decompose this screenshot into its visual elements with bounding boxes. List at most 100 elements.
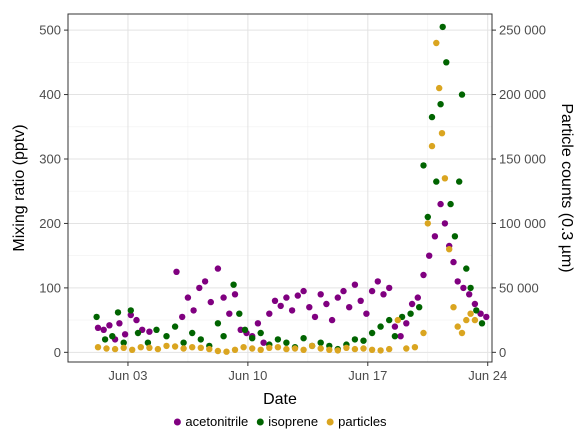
point-particles: [120, 344, 127, 351]
point-particles: [411, 344, 419, 351]
point-isoprene: [241, 326, 249, 333]
y2-tick-label: 200 000: [499, 87, 546, 102]
point-particles: [206, 345, 213, 353]
point-isoprene: [109, 333, 116, 340]
legend-item-acetonitrile: acetonitrile: [173, 414, 248, 429]
point-isoprene: [463, 265, 470, 272]
point-isoprene: [437, 101, 444, 108]
point-particles: [454, 323, 461, 330]
point-isoprene: [180, 339, 187, 346]
point-particles: [274, 344, 282, 351]
point-isoprene: [458, 91, 466, 98]
point-acetonitrile: [214, 265, 222, 272]
point-particles: [111, 345, 119, 353]
y2-tick-label: 0: [499, 345, 506, 360]
point-acetonitrile: [294, 292, 301, 299]
point-particles: [171, 343, 179, 350]
point-acetonitrile: [431, 233, 439, 240]
point-acetonitrile: [466, 291, 473, 298]
point-particles: [163, 342, 170, 350]
point-acetonitrile: [334, 294, 341, 301]
data-points: [93, 23, 490, 355]
point-acetonitrile: [460, 284, 467, 292]
point-particles: [129, 346, 136, 353]
point-particles: [283, 345, 290, 353]
point-acetonitrile: [346, 304, 353, 311]
point-acetonitrile: [173, 268, 180, 275]
point-isoprene: [114, 309, 122, 316]
point-particles: [137, 344, 144, 351]
point-acetonitrile: [231, 291, 239, 298]
point-acetonitrile: [133, 316, 140, 324]
y-tick-label: 200: [39, 216, 61, 231]
point-isoprene: [300, 335, 307, 342]
point-isoprene: [189, 329, 196, 337]
point-isoprene: [197, 336, 204, 343]
point-particles: [438, 130, 446, 137]
point-particles: [343, 344, 350, 351]
point-particles: [436, 84, 443, 92]
point-isoprene: [134, 329, 142, 337]
point-acetonitrile: [454, 278, 461, 285]
point-isoprene: [377, 323, 384, 330]
point-acetonitrile: [471, 300, 479, 308]
y2-axis-title: Particle counts (0.3 µm): [558, 103, 575, 272]
plot-border: [67, 13, 493, 363]
point-particles: [197, 344, 204, 351]
legend-label-particles: particles: [338, 414, 387, 429]
point-isoprene: [407, 310, 414, 317]
point-isoprene: [416, 304, 423, 311]
point-acetonitrile: [94, 324, 102, 331]
point-particles: [433, 39, 440, 47]
point-particles: [403, 345, 410, 352]
point-particles: [180, 345, 187, 352]
point-acetonitrile: [207, 298, 214, 306]
point-isoprene: [433, 178, 440, 185]
point-acetonitrile: [220, 294, 227, 301]
point-acetonitrile: [121, 331, 129, 338]
point-isoprene: [473, 307, 480, 314]
point-particles: [377, 347, 384, 354]
point-acetonitrile: [127, 311, 134, 319]
point-acetonitrile: [288, 307, 296, 314]
point-particles: [441, 175, 449, 182]
point-isoprene: [257, 329, 264, 337]
point-acetonitrile: [300, 287, 307, 295]
point-acetonitrile: [306, 304, 313, 311]
point-particles: [471, 316, 479, 324]
point-acetonitrile: [283, 294, 290, 301]
point-isoprene: [424, 213, 431, 221]
x-tick-label: Jun 24: [468, 368, 507, 383]
point-acetonitrile: [426, 252, 433, 259]
point-acetonitrile: [374, 278, 381, 285]
point-particles: [394, 316, 401, 324]
axes: Jun 03 Jun 10 Jun 17 Jun 24 0 100 200 300 400 500…: [39, 23, 546, 383]
point-acetonitrile: [184, 294, 192, 301]
point-particles: [360, 345, 367, 352]
point-isoprene: [478, 320, 486, 327]
point-particles: [146, 344, 153, 351]
point-acetonitrile: [380, 291, 387, 298]
point-isoprene: [447, 200, 454, 208]
point-particles: [334, 347, 341, 354]
point-particles: [300, 346, 307, 353]
point-particles: [240, 344, 247, 351]
x-tick-label: Jun 10: [228, 368, 267, 383]
point-isoprene: [120, 339, 127, 346]
point-acetonitrile: [441, 220, 449, 227]
point-acetonitrile: [100, 326, 107, 333]
point-particles: [257, 346, 264, 353]
grid: [68, 14, 492, 362]
point-isoprene: [214, 320, 222, 327]
y-axis-title: Mixing ratio (pptv): [11, 124, 28, 251]
point-particles: [231, 346, 239, 353]
point-particles: [223, 348, 230, 355]
point-acetonitrile: [317, 291, 324, 298]
point-isoprene: [456, 178, 463, 185]
point-particles: [326, 346, 333, 353]
y-tick-label: 500: [39, 23, 61, 38]
point-particles: [214, 347, 222, 355]
point-particles: [420, 329, 427, 337]
point-particles: [94, 344, 102, 351]
